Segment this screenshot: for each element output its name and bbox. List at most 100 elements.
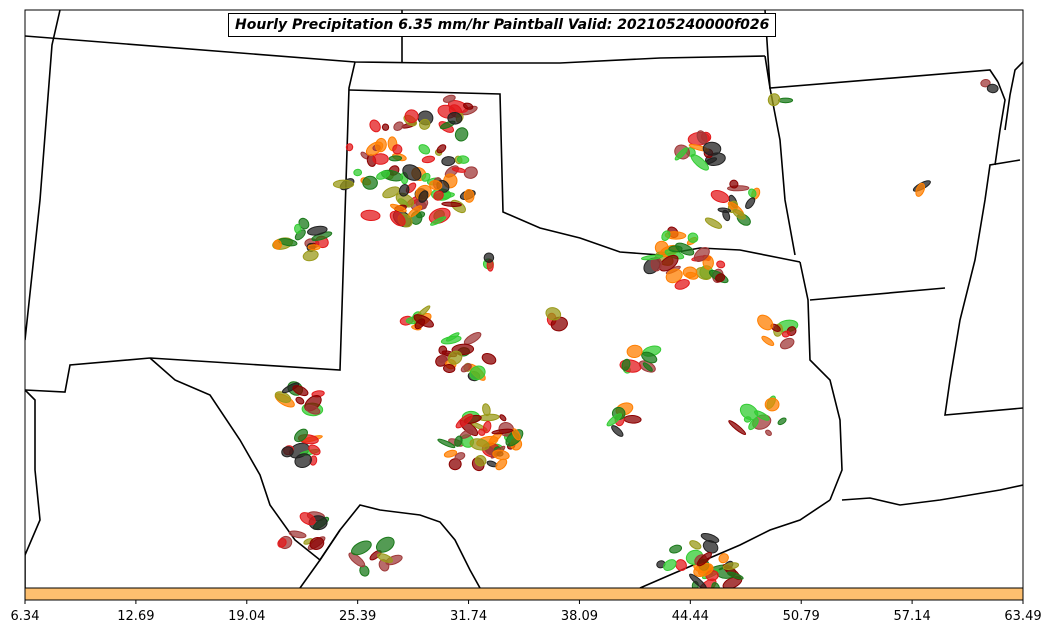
- precip-cell: [294, 428, 308, 443]
- precip-cell: [687, 232, 699, 243]
- precip-cell: [469, 365, 486, 381]
- precip-cell: [288, 530, 307, 539]
- precip-cell: [663, 559, 677, 572]
- colorbar-tick-label: 25.39: [339, 609, 376, 624]
- precip-cell: [353, 168, 363, 177]
- precip-cell: [779, 337, 795, 350]
- precip-cell: [728, 420, 747, 436]
- precip-cell: [777, 417, 787, 426]
- border-ar-la: [809, 287, 946, 301]
- precip-cell: [745, 197, 756, 209]
- map-area: [25, 10, 1023, 588]
- precip-cell: [454, 435, 463, 447]
- colorbar: 6.34 12.69 19.04 25.39 31.74 38.09 44.44 50.79 5…: [11, 587, 1042, 624]
- precip-cell: [765, 429, 772, 436]
- precip-cell: [292, 385, 309, 397]
- colorbar-tick-label: 38.09: [561, 609, 598, 624]
- precip-cell: [611, 425, 624, 437]
- precip-cell: [398, 184, 410, 197]
- precip-cell: [277, 538, 287, 548]
- precip-cell: [767, 93, 781, 107]
- border-rio-grande-mx: [299, 529, 341, 588]
- precip-cell: [295, 396, 305, 405]
- precip-cell: [443, 449, 458, 458]
- precip-cell: [421, 172, 431, 182]
- precip-cell: [778, 97, 794, 104]
- border-ks-mo: [764, 10, 999, 89]
- precip-cell: [460, 363, 472, 373]
- precip-cell: [447, 350, 463, 365]
- precip-cell: [309, 537, 325, 550]
- precip-cell: [764, 397, 780, 412]
- precip-cell: [413, 314, 434, 328]
- precip-cell: [781, 330, 791, 338]
- precip-cell: [714, 273, 726, 283]
- precip-cell: [474, 454, 487, 467]
- precip-cell: [482, 403, 491, 417]
- precip-cell: [369, 119, 381, 133]
- precip-cell: [376, 170, 391, 180]
- precip-cell: [495, 458, 508, 471]
- precip-cell: [454, 452, 466, 461]
- precip-cell: [307, 244, 321, 251]
- precip-cell: [429, 180, 443, 191]
- precip-cell: [360, 209, 381, 222]
- precip-cell: [447, 100, 469, 113]
- precip-cell: [722, 209, 731, 222]
- precip-cell: [374, 137, 387, 153]
- precip-cell: [722, 562, 740, 570]
- colorbar-tick-label: 44.44: [672, 609, 709, 624]
- precip-cell: [511, 428, 521, 441]
- border-ms: [1004, 61, 1023, 131]
- precip-cell: [478, 428, 486, 436]
- precip-cell: [674, 279, 690, 290]
- precip-cell: [718, 553, 729, 564]
- precip-cell: [382, 186, 400, 199]
- precip-cell: [447, 111, 463, 125]
- precip-paintball-contours: [272, 78, 999, 588]
- precip-cell: [381, 123, 390, 131]
- precip-cell: [729, 179, 739, 189]
- precip-cell: [421, 155, 436, 164]
- state-borders: [25, 10, 1023, 588]
- precip-cell: [402, 164, 422, 181]
- border-ar-east: [944, 159, 1023, 416]
- border-panhandle: [348, 89, 801, 263]
- border-mo-east: [994, 81, 1006, 166]
- precip-cell: [463, 102, 474, 110]
- precip-cell: [915, 182, 926, 197]
- chart-title: Hourly Precipitation 6.35 mm/hr Paintbal…: [228, 13, 777, 37]
- precip-cell: [693, 247, 710, 262]
- precip-cell: [739, 403, 759, 421]
- border-co-nm-north: [25, 35, 766, 64]
- precip-cell: [454, 127, 469, 142]
- precip-cell: [418, 144, 431, 155]
- precip-cell: [390, 203, 407, 213]
- precip-cell: [499, 414, 507, 422]
- precip-cell: [661, 230, 671, 241]
- precip-cell: [483, 252, 495, 263]
- precip-cell: [430, 216, 447, 226]
- precip-cell: [351, 540, 372, 556]
- precip-cell: [441, 156, 456, 167]
- precip-cell: [711, 582, 721, 588]
- precip-cell: [345, 143, 354, 152]
- precip-cell: [372, 153, 389, 165]
- precip-cell: [377, 553, 393, 563]
- precip-cell: [469, 438, 490, 451]
- precip-cell: [757, 314, 774, 331]
- precip-cell: [302, 249, 319, 262]
- precip-cell: [748, 417, 759, 431]
- precip-cell: [642, 362, 653, 372]
- precip-cell: [641, 351, 658, 364]
- precip-cell: [294, 453, 312, 468]
- border-west-vertical: [25, 10, 61, 341]
- precip-cell: [419, 118, 431, 130]
- colorbar-tick-label: 50.79: [783, 609, 820, 624]
- colorbar-tick-label: 31.74: [450, 609, 487, 624]
- precip-cell: [404, 109, 419, 124]
- precip-cell: [481, 352, 497, 365]
- precip-cell: [761, 335, 775, 346]
